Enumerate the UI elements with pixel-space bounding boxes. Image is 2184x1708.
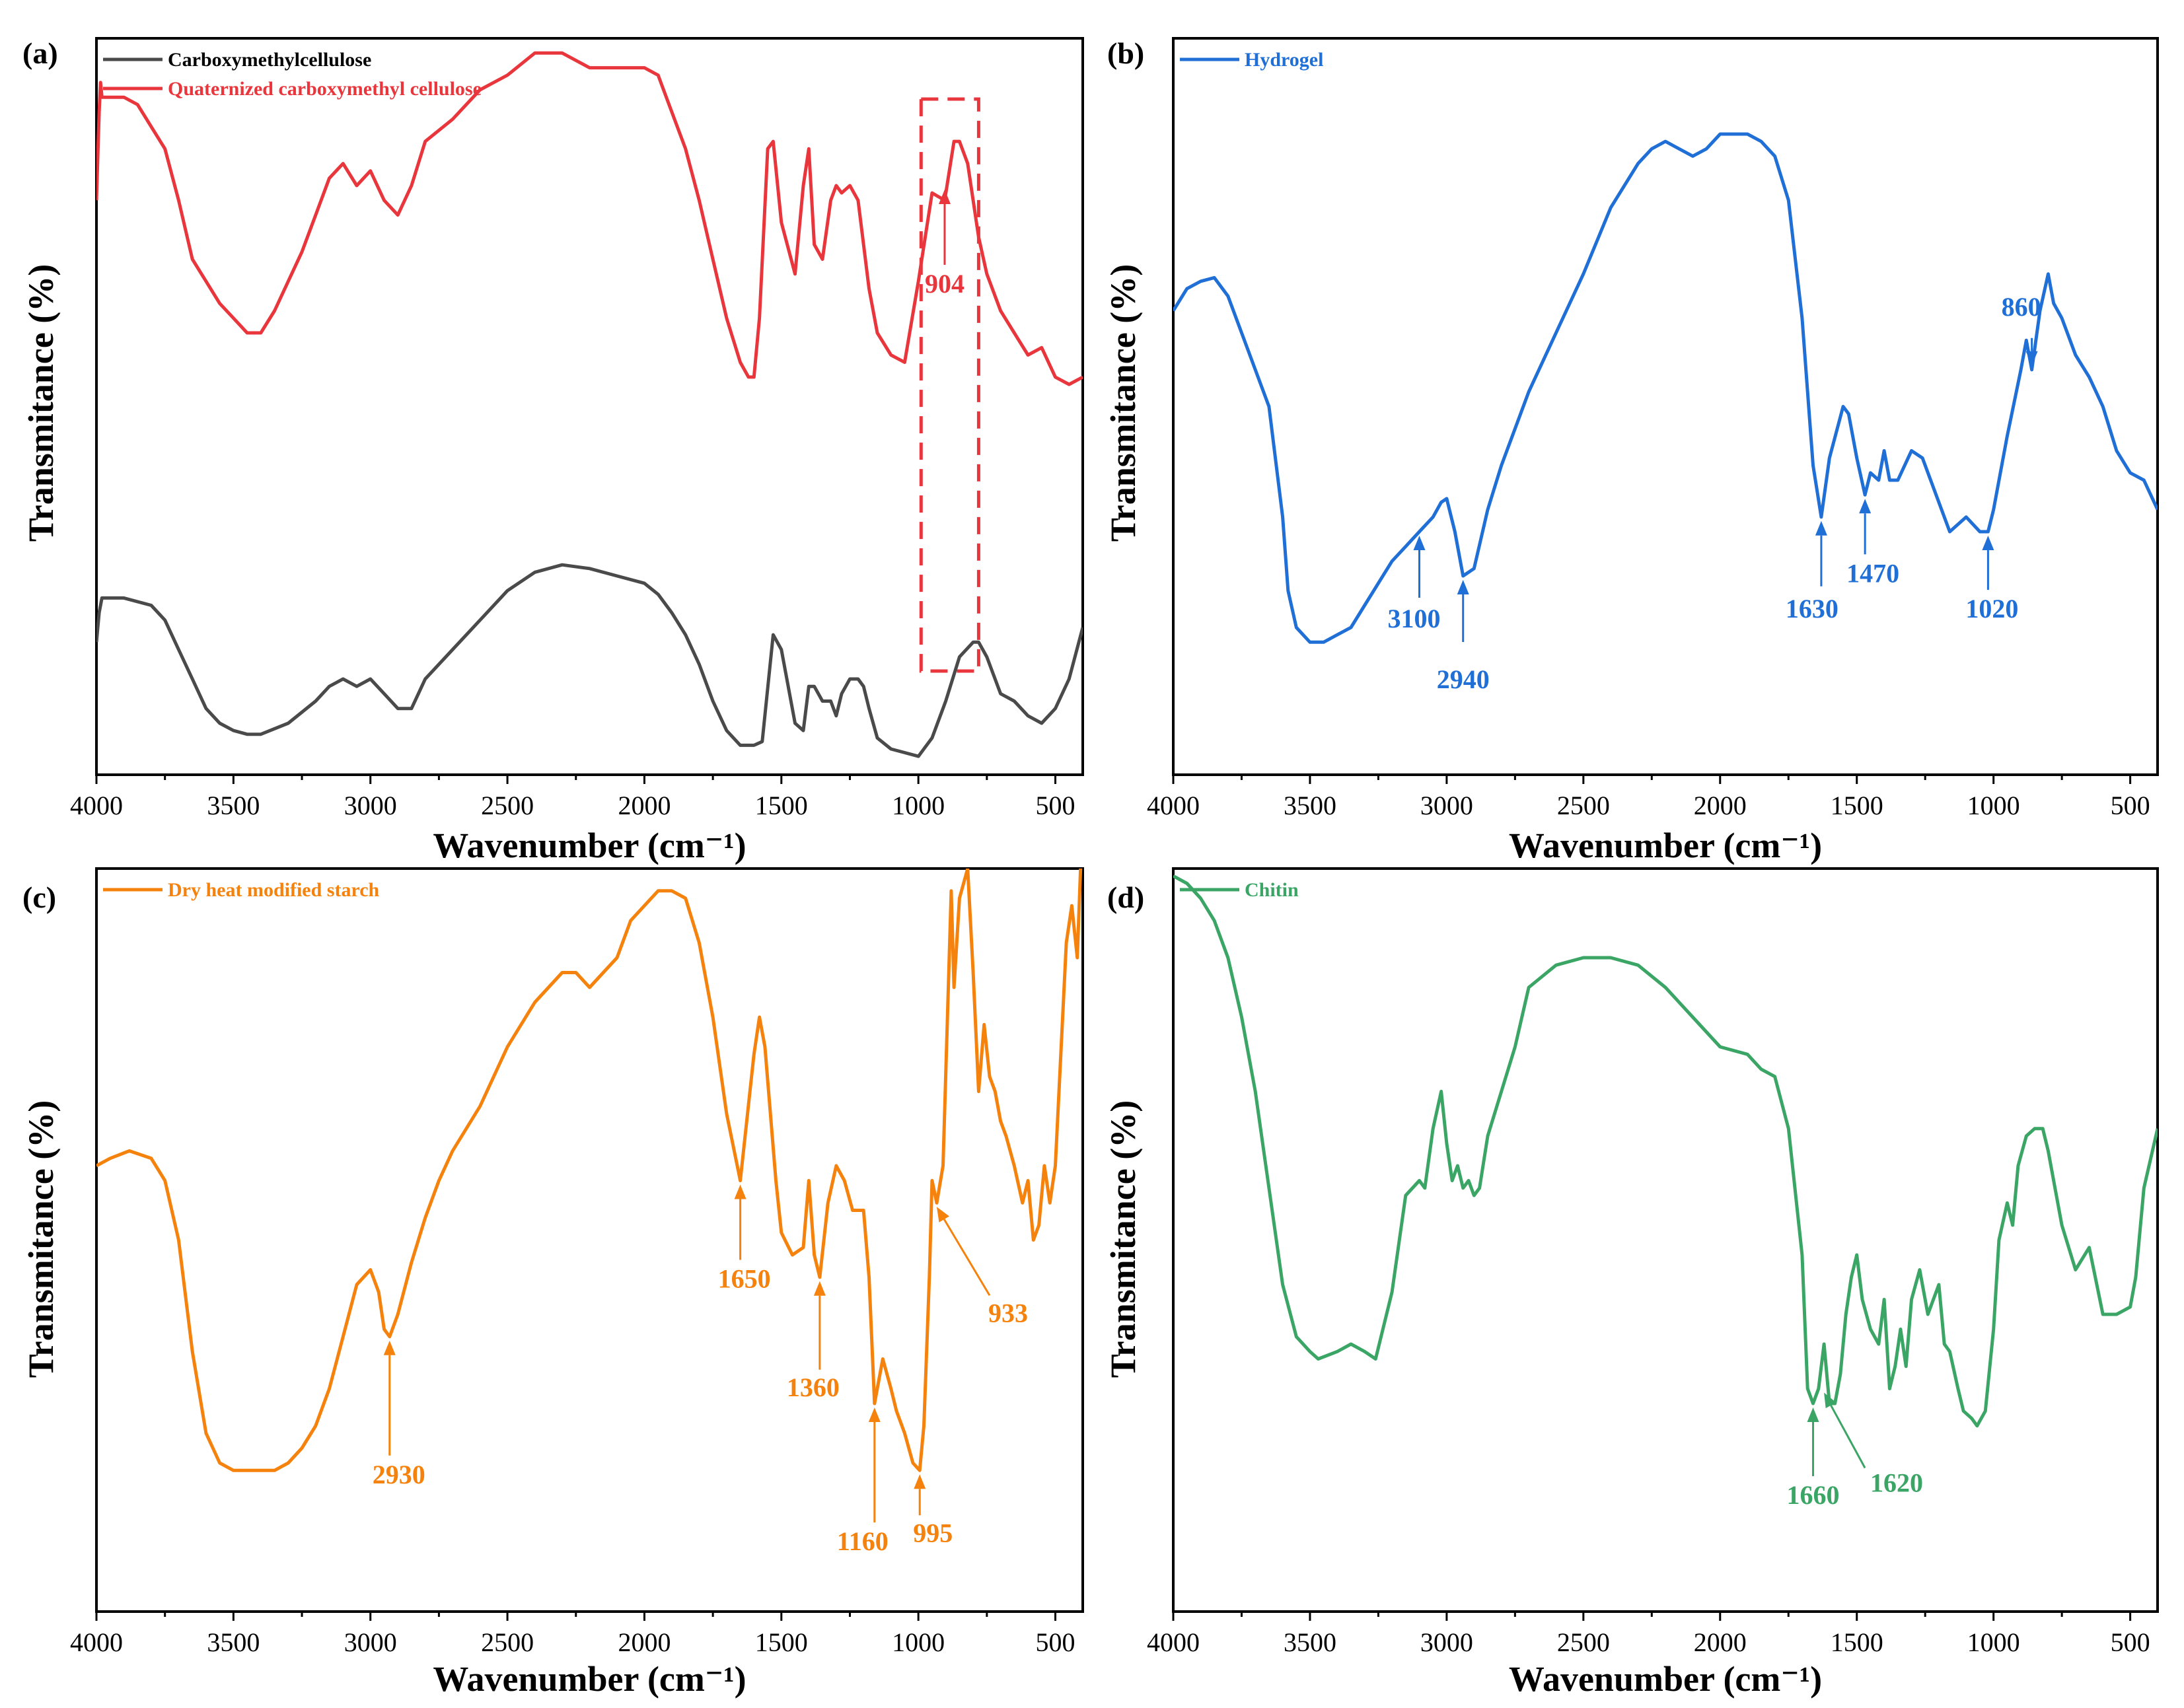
plot-frame-0 bbox=[95, 37, 1084, 776]
annotation-label-1-5: 860 bbox=[2002, 292, 2041, 322]
panel-label-2: (c) bbox=[22, 880, 56, 914]
annotation-label-1-4: 1020 bbox=[1965, 594, 2018, 623]
highlight-box bbox=[919, 97, 980, 673]
x-tick-label-0-4: 2000 bbox=[618, 791, 671, 820]
x-tick-label-2-3: 2500 bbox=[481, 1627, 534, 1657]
annotation-label-1-3: 1470 bbox=[1846, 558, 1899, 588]
x-tick-label-1-3: 2500 bbox=[1557, 791, 1610, 820]
legend-label-0-1: Quaternized carboxymethyl cellulose bbox=[168, 78, 482, 100]
x-tick-label-2-0: 4000 bbox=[70, 1627, 123, 1657]
annotation-label-1-2: 1630 bbox=[1786, 594, 1838, 623]
x-tick-label-1-7: 500 bbox=[2111, 791, 2150, 820]
x-tick-label-2-1: 3500 bbox=[207, 1627, 260, 1657]
annotation-arrow-0-0 bbox=[938, 190, 951, 265]
series-line-3-0 bbox=[1173, 874, 2158, 1428]
annotation-arrow-2-4 bbox=[914, 1474, 926, 1516]
series-line-1-0 bbox=[1173, 132, 2158, 644]
x-tick-label-3-5: 1500 bbox=[1831, 1627, 1883, 1657]
annotation-arrow-1-2 bbox=[1815, 520, 1827, 587]
x-tick-label-3-3: 2500 bbox=[1557, 1627, 1610, 1657]
annotation-arrow-1-4 bbox=[1982, 536, 1994, 590]
x-axis-title-3: Wavenumber (cm⁻¹) bbox=[1509, 1659, 1822, 1699]
annotation-label-3-0: 1660 bbox=[1787, 1480, 1840, 1510]
plot-frame-3 bbox=[1172, 867, 2159, 1613]
annotation-arrow-3-1 bbox=[1824, 1392, 1866, 1469]
plot-frame-1 bbox=[1172, 37, 2159, 776]
annotation-label-2-2: 1360 bbox=[787, 1372, 840, 1402]
x-tick-label-2-6: 1000 bbox=[892, 1627, 945, 1657]
plot-frame-2 bbox=[95, 867, 1084, 1613]
series-line-0-1 bbox=[96, 51, 1083, 386]
y-axis-title-2: Transmitance (%) bbox=[21, 1100, 61, 1378]
x-axis-title-0: Wavenumber (cm⁻¹) bbox=[433, 826, 746, 865]
annotation-label-2-1: 1650 bbox=[718, 1264, 771, 1294]
annotation-label-0-0: 904 bbox=[925, 269, 965, 299]
x-tick-label-0-7: 500 bbox=[1036, 791, 1075, 820]
x-tick-label-3-4: 2000 bbox=[1694, 1627, 1747, 1657]
panel-label-0: (a) bbox=[22, 36, 58, 70]
x-tick-label-3-2: 3000 bbox=[1420, 1627, 1473, 1657]
panel-label-3: (d) bbox=[1107, 880, 1144, 914]
x-tick-label-2-5: 1500 bbox=[755, 1627, 808, 1657]
x-tick-label-0-0: 4000 bbox=[70, 791, 123, 820]
x-tick-label-0-1: 3500 bbox=[207, 791, 260, 820]
legend-label-1-0: Hydrogel bbox=[1245, 49, 1323, 71]
annotation-arrow-1-0 bbox=[1413, 536, 1426, 598]
y-axis-title-0: Transmitance (%) bbox=[21, 264, 61, 542]
x-tick-label-3-0: 4000 bbox=[1147, 1627, 1200, 1657]
x-tick-label-1-4: 2000 bbox=[1694, 791, 1747, 820]
panel-label-1: (b) bbox=[1107, 36, 1144, 70]
annotation-arrow-2-3 bbox=[868, 1407, 881, 1522]
annotation-arrow-3-0 bbox=[1807, 1407, 1819, 1476]
series-line-2-0 bbox=[96, 869, 1083, 1472]
annotation-arrow-2-1 bbox=[734, 1184, 746, 1260]
x-tick-label-3-6: 1000 bbox=[1967, 1627, 2020, 1657]
panel-1: 4000 3500 3000 2500 2000 1500 1000 500 Wavenumbe… bbox=[1103, 36, 2159, 865]
annotation-label-1-1: 2940 bbox=[1437, 664, 1490, 694]
annotation-arrow-1-1 bbox=[1457, 579, 1469, 642]
x-tick-label-1-6: 1000 bbox=[1967, 791, 2020, 820]
annotation-arrow-2-0 bbox=[383, 1340, 396, 1456]
panel-3: 4000 3500 3000 2500 2000 1500 1000 500 Wavenumbe… bbox=[1103, 867, 2159, 1699]
legend-label-3-0: Chitin bbox=[1245, 879, 1299, 901]
legend-label-2-0: Dry heat modified starch bbox=[168, 879, 380, 901]
annotation-label-2-3: 1160 bbox=[837, 1526, 889, 1556]
annotation-label-2-0: 2930 bbox=[373, 1460, 425, 1489]
annotation-arrow-1-3 bbox=[1859, 499, 1872, 555]
x-tick-label-2-7: 500 bbox=[1036, 1627, 1075, 1657]
x-tick-label-0-2: 3000 bbox=[344, 791, 397, 820]
x-tick-label-1-0: 4000 bbox=[1147, 791, 1200, 820]
x-axis-title-1: Wavenumber (cm⁻¹) bbox=[1509, 826, 1822, 865]
legend-label-0-0: Carboxymethylcellulose bbox=[168, 49, 371, 71]
y-axis-title-3: Transmitance (%) bbox=[1103, 1100, 1143, 1378]
x-tick-label-1-1: 3500 bbox=[1284, 791, 1336, 820]
y-axis-title-1: Transmitance (%) bbox=[1103, 264, 1143, 542]
x-tick-label-2-4: 2000 bbox=[618, 1627, 671, 1657]
annotation-arrow-2-2 bbox=[813, 1281, 826, 1370]
annotation-label-1-0: 3100 bbox=[1388, 604, 1441, 633]
annotation-label-2-4: 995 bbox=[913, 1518, 953, 1548]
x-axis-title-2: Wavenumber (cm⁻¹) bbox=[433, 1659, 746, 1699]
x-tick-label-2-2: 3000 bbox=[344, 1627, 397, 1657]
panel-0: 4000 3500 3000 2500 2000 1500 1000 500 Wavenumbe… bbox=[21, 36, 1084, 865]
annotation-arrow-1-5 bbox=[2025, 338, 2038, 366]
x-tick-label-1-2: 3000 bbox=[1420, 791, 1473, 820]
x-tick-label-3-1: 3500 bbox=[1284, 1627, 1336, 1657]
panel-2: 4000 3500 3000 2500 2000 1500 1000 500 Wavenumbe… bbox=[21, 867, 1084, 1699]
series-line-0-0 bbox=[96, 563, 1083, 758]
x-tick-label-0-5: 1500 bbox=[755, 791, 808, 820]
x-tick-label-0-3: 2500 bbox=[481, 791, 534, 820]
annotation-label-3-1: 1620 bbox=[1870, 1468, 1923, 1498]
x-tick-label-1-5: 1500 bbox=[1831, 791, 1883, 820]
x-tick-label-0-6: 1000 bbox=[892, 791, 945, 820]
annotation-arrow-2-5 bbox=[936, 1207, 991, 1297]
annotation-label-2-5: 933 bbox=[988, 1298, 1028, 1328]
x-tick-label-3-7: 500 bbox=[2111, 1627, 2150, 1657]
